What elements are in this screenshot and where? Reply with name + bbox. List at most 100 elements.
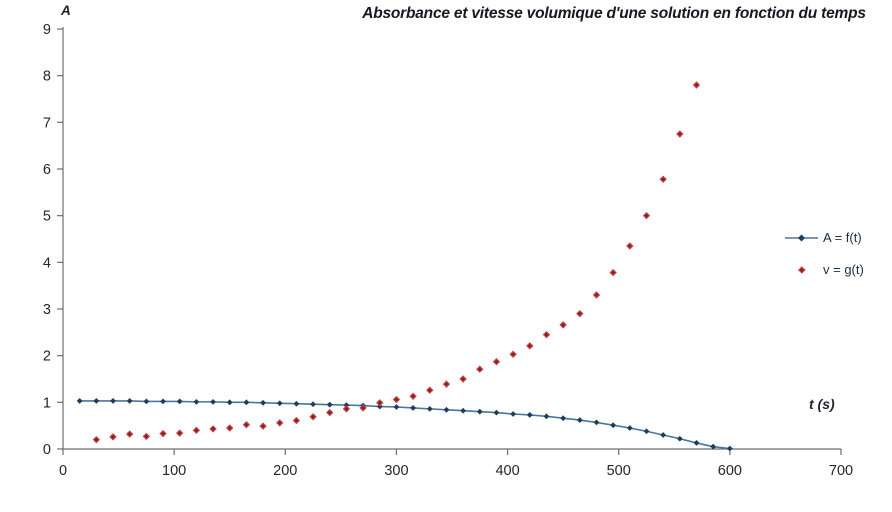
legend-label-vitesse: v = g(t) bbox=[823, 262, 864, 277]
data-point-vitesse-core bbox=[227, 426, 232, 430]
data-point-vitesse-core bbox=[611, 270, 616, 275]
data-point-vitesse-core bbox=[661, 177, 666, 182]
data-point-absorbance bbox=[193, 398, 200, 405]
data-point-absorbance bbox=[526, 412, 533, 418]
data-point-absorbance bbox=[160, 398, 166, 405]
x-axis-title: t (s) bbox=[809, 396, 835, 412]
data-point-absorbance bbox=[110, 398, 116, 404]
data-point-absorbance bbox=[410, 405, 416, 411]
data-point-vitesse-core bbox=[111, 434, 115, 439]
data-point-vitesse-core bbox=[311, 414, 315, 419]
data-point-absorbance bbox=[726, 445, 733, 452]
y-axis-title: A bbox=[61, 3, 71, 18]
data-point-vitesse-core bbox=[411, 394, 415, 399]
data-point-absorbance bbox=[543, 413, 550, 420]
y-tick-label: 8 bbox=[43, 69, 51, 85]
data-point-vitesse-core bbox=[444, 382, 449, 387]
data-point-absorbance bbox=[176, 398, 183, 405]
data-point-absorbance bbox=[693, 440, 700, 446]
data-point-absorbance bbox=[260, 399, 266, 406]
y-tick-label: 1 bbox=[43, 395, 51, 411]
data-point-vitesse-core bbox=[394, 397, 399, 402]
data-point-vitesse-core bbox=[244, 422, 249, 427]
data-point-vitesse-core bbox=[294, 418, 299, 423]
data-point-absorbance bbox=[293, 400, 300, 407]
x-tick-label: 100 bbox=[162, 463, 186, 479]
data-point-absorbance bbox=[276, 400, 283, 407]
data-point-absorbance bbox=[626, 425, 633, 431]
data-point-vitesse-core bbox=[527, 343, 532, 348]
data-point-vitesse-core bbox=[261, 424, 265, 429]
y-axis-ticks: 0 1 2 3 4 5 6 7 8 9 bbox=[43, 22, 63, 458]
y-tick-label: 0 bbox=[43, 442, 51, 458]
y-tick-label: 3 bbox=[43, 302, 51, 318]
data-point-vitesse-core bbox=[694, 83, 699, 87]
data-point-absorbance bbox=[93, 398, 100, 404]
data-point-vitesse-core bbox=[594, 293, 599, 297]
x-tick-label: 700 bbox=[829, 463, 853, 479]
y-tick-label: 5 bbox=[43, 209, 51, 225]
data-point-vitesse-core bbox=[577, 311, 582, 316]
legend-marker-diamond-icon bbox=[784, 264, 823, 276]
x-tick-label: 600 bbox=[718, 463, 742, 479]
data-point-vitesse-core bbox=[644, 213, 649, 218]
data-point-absorbance bbox=[493, 409, 500, 416]
data-point-vitesse-core bbox=[327, 410, 332, 415]
legend: A = f(t) v = g(t) bbox=[784, 230, 864, 277]
data-point-vitesse-core bbox=[677, 132, 682, 136]
data-point-absorbance bbox=[426, 405, 433, 412]
legend-marker-line-dot-icon bbox=[784, 232, 823, 244]
data-point-absorbance bbox=[226, 399, 233, 406]
data-point-absorbance bbox=[310, 401, 316, 408]
series-absorbance bbox=[76, 398, 733, 452]
data-point-absorbance bbox=[660, 432, 667, 438]
y-tick-label: 9 bbox=[43, 22, 51, 38]
x-tick-label: 200 bbox=[273, 463, 297, 479]
data-point-absorbance bbox=[210, 398, 216, 405]
data-point-absorbance bbox=[443, 406, 450, 413]
data-point-absorbance bbox=[393, 404, 400, 410]
data-point-vitesse-core bbox=[177, 431, 182, 436]
data-point-vitesse-core bbox=[194, 428, 199, 433]
x-axis-ticks: 0 100 200 300 400 500 600 700 bbox=[59, 449, 853, 479]
data-point-absorbance bbox=[143, 398, 150, 405]
data-point-vitesse-core bbox=[494, 359, 499, 364]
legend-label-absorbance: A = f(t) bbox=[823, 230, 862, 245]
y-tick-label: 6 bbox=[43, 162, 51, 178]
data-point-absorbance bbox=[593, 419, 600, 426]
y-tick-label: 7 bbox=[43, 115, 51, 131]
data-point-vitesse-core bbox=[511, 352, 516, 357]
x-tick-label: 300 bbox=[384, 463, 408, 479]
data-point-absorbance bbox=[643, 428, 650, 435]
data-point-absorbance bbox=[610, 422, 617, 429]
y-tick-label: 2 bbox=[43, 349, 51, 365]
data-point-vitesse-core bbox=[94, 437, 99, 442]
data-point-absorbance bbox=[76, 398, 83, 404]
data-point-absorbance bbox=[243, 399, 250, 406]
legend-item-vitesse: v = g(t) bbox=[784, 262, 864, 277]
data-point-vitesse-core bbox=[477, 367, 482, 372]
data-point-absorbance bbox=[560, 415, 567, 422]
data-point-vitesse-core bbox=[461, 377, 466, 381]
data-point-vitesse-core bbox=[361, 406, 365, 410]
data-point-vitesse-core bbox=[377, 400, 382, 405]
data-point-absorbance bbox=[476, 408, 483, 415]
data-point-vitesse-core bbox=[544, 332, 549, 337]
data-point-vitesse-core bbox=[427, 388, 432, 393]
x-tick-label: 0 bbox=[59, 463, 67, 479]
x-tick-label: 500 bbox=[607, 463, 631, 479]
data-point-absorbance bbox=[576, 417, 583, 423]
data-point-vitesse-core bbox=[344, 406, 349, 411]
data-point-absorbance bbox=[326, 401, 333, 408]
data-point-absorbance bbox=[510, 411, 517, 417]
data-point-vitesse-core bbox=[127, 432, 132, 436]
data-point-absorbance bbox=[376, 403, 383, 410]
data-point-absorbance bbox=[676, 435, 683, 442]
data-point-vitesse-core bbox=[211, 427, 215, 431]
x-tick-label: 400 bbox=[495, 463, 519, 479]
data-point-vitesse-core bbox=[561, 322, 566, 327]
y-tick-label: 4 bbox=[43, 255, 51, 271]
data-point-vitesse-core bbox=[161, 431, 165, 436]
